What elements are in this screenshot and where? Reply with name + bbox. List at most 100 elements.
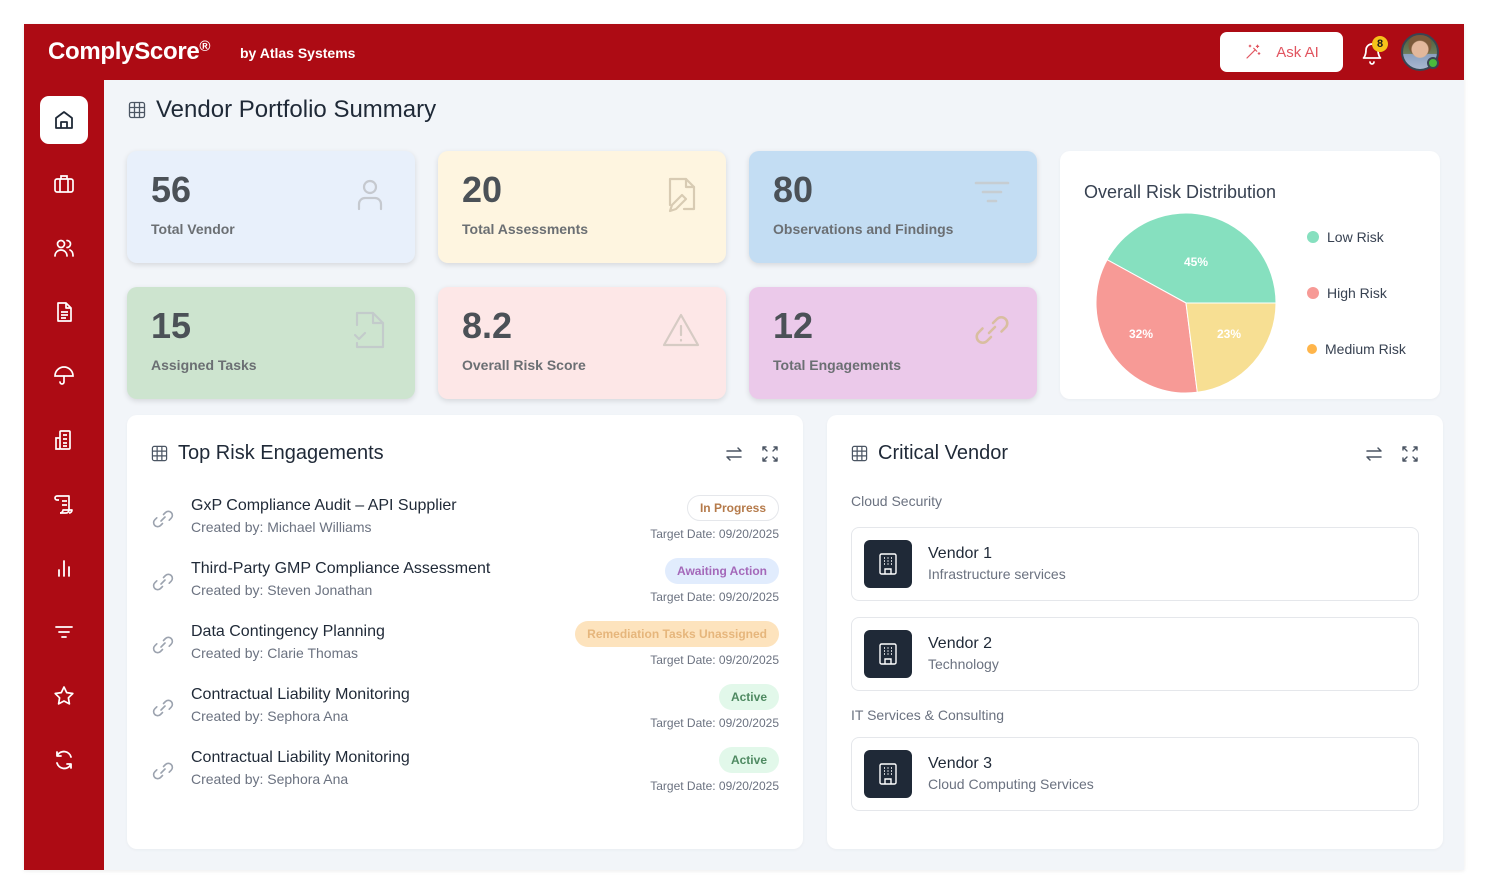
file-check-icon [353, 311, 385, 349]
legend-item-high-risk[interactable]: High Risk [1307, 285, 1387, 301]
user-icon [357, 179, 383, 211]
expand-icon[interactable] [761, 445, 779, 463]
pie-slice-high-risk[interactable] [1096, 259, 1198, 393]
panel-title-text: Critical Vendor [878, 442, 1009, 464]
link-icon [152, 636, 174, 654]
engagement-row[interactable]: Data Contingency Planning Created by: Cl… [151, 621, 779, 671]
sidebar-item-organizations[interactable] [40, 416, 88, 464]
bar-chart-icon [58, 560, 70, 577]
app-window: ComplyScore® by Atlas Systems Ask AI 8 [24, 24, 1464, 870]
panel-title: Critical Vendor [851, 442, 1008, 465]
file-edit-icon [668, 177, 696, 213]
swap-icon[interactable] [725, 445, 743, 463]
umbrella-icon [54, 366, 74, 385]
filter-icon [55, 626, 73, 638]
engagement-row[interactable]: GxP Compliance Audit – API Supplier Crea… [151, 495, 779, 545]
status-badge: In Progress [686, 495, 779, 521]
stat-label: Observations and Findings [773, 221, 954, 237]
stat-value: 8.2 [462, 305, 513, 346]
engagement-title[interactable]: Third-Party GMP Compliance Assessment [191, 560, 491, 577]
brand-name: ComplyScore [48, 38, 200, 65]
engagement-title[interactable]: Data Contingency Planning [191, 623, 385, 640]
grid-icon [128, 101, 146, 119]
legend-label: Low Risk [1327, 229, 1384, 245]
panel-title-text: Top Risk Engagements [178, 442, 384, 464]
link-icon [152, 762, 174, 780]
engagement-creator: Created by: Steven Jonathan [191, 582, 373, 598]
sidebar-nav [24, 80, 104, 870]
vendor-name: Vendor 1 [928, 545, 993, 562]
pie-slice-low-risk[interactable] [1106, 213, 1276, 304]
stat-card-observations[interactable]: 80 Observations and Findings [749, 151, 1037, 263]
top-risk-engagements-panel: Top Risk Engagements GxP Compliance Audi… [127, 415, 803, 849]
stat-card-overall-risk-score[interactable]: 8.2 Overall Risk Score [438, 287, 726, 399]
vendor-avatar [864, 630, 912, 678]
sidebar-item-sync[interactable] [40, 736, 88, 784]
sidebar-item-policies[interactable] [40, 480, 88, 528]
engagement-title[interactable]: Contractual Liability Monitoring [191, 686, 410, 703]
brand-byline: by Atlas Systems [240, 45, 356, 61]
users-icon [54, 239, 74, 257]
magic-wand-icon [1246, 44, 1261, 59]
engagement-row[interactable]: Contractual Liability Monitoring Created… [151, 684, 779, 734]
grid-icon [851, 445, 868, 462]
pie-slice-medium-risk[interactable] [1185, 302, 1276, 393]
vendor-name: Vendor 2 [928, 635, 993, 652]
stat-label: Assigned Tasks [151, 357, 257, 373]
briefcase-icon [54, 175, 74, 193]
legend-dot [1307, 344, 1317, 354]
stat-card-total-engagements[interactable]: 12 Total Engagements [749, 287, 1037, 399]
engagement-row[interactable]: Third-Party GMP Compliance Assessment Cr… [151, 558, 779, 608]
ask-ai-label: Ask AI [1276, 43, 1319, 61]
expand-icon[interactable] [1401, 445, 1419, 463]
sidebar-item-favorites[interactable] [40, 672, 88, 720]
link-icon [152, 699, 174, 717]
sidebar-item-reports[interactable] [40, 544, 88, 592]
vendor-card[interactable]: Vendor 3 Cloud Computing Services [851, 737, 1419, 811]
scroll-icon [54, 495, 73, 514]
building-icon [879, 643, 897, 665]
risk-pie-chart[interactable]: 45% 32% 23% [1096, 213, 1276, 393]
stat-card-assigned-tasks[interactable]: 15 Assigned Tasks [127, 287, 415, 399]
notification-bell-icon[interactable] [1360, 40, 1384, 66]
building-icon [55, 430, 71, 450]
stat-label: Overall Risk Score [462, 357, 586, 373]
legend-item-medium-risk[interactable]: Medium Risk [1307, 341, 1406, 357]
legend-dot [1307, 287, 1319, 299]
vendor-card[interactable]: Vendor 2 Technology [851, 617, 1419, 691]
sidebar-item-risk[interactable] [40, 352, 88, 400]
sidebar-item-users[interactable] [40, 224, 88, 272]
refresh-icon [56, 750, 72, 770]
ask-ai-button[interactable]: Ask AI [1220, 32, 1343, 72]
vendor-category-label: IT Services & Consulting [851, 707, 1005, 723]
sidebar-item-documents[interactable] [40, 288, 88, 336]
legend-label: High Risk [1327, 285, 1387, 301]
page-title: Vendor Portfolio Summary [128, 96, 436, 124]
stat-card-total-vendor[interactable]: 56 Total Vendor [127, 151, 415, 263]
stat-label: Total Assessments [462, 221, 589, 237]
page-title-text: Vendor Portfolio Summary [156, 96, 437, 123]
engagement-row[interactable]: Contractual Liability Monitoring Created… [151, 747, 779, 797]
swap-icon[interactable] [1365, 445, 1383, 463]
user-avatar[interactable] [1401, 33, 1439, 71]
link-icon [975, 316, 1009, 344]
registered-mark: ® [199, 38, 211, 55]
stat-card-total-assessments[interactable]: 20 Total Assessments [438, 151, 726, 263]
vendor-card[interactable]: Vendor 1 Infrastructure services [851, 527, 1419, 601]
vendor-description: Infrastructure services [928, 566, 1066, 582]
panel-actions [1365, 445, 1419, 463]
vendor-avatar [864, 750, 912, 798]
legend-item-low-risk[interactable]: Low Risk [1307, 229, 1384, 245]
sidebar-item-filters[interactable] [40, 608, 88, 656]
target-date: Target Date: 09/20/2025 [650, 653, 779, 667]
engagement-title[interactable]: Contractual Liability Monitoring [191, 749, 410, 766]
engagement-title[interactable]: GxP Compliance Audit – API Supplier [191, 497, 457, 514]
brand-logo[interactable]: ComplyScore® [48, 38, 210, 66]
sidebar-item-home[interactable] [40, 96, 88, 144]
engagement-creator: Created by: Sephora Ana [191, 771, 349, 787]
stat-value: 56 [151, 169, 192, 210]
target-date: Target Date: 09/20/2025 [650, 590, 779, 604]
top-bar: ComplyScore® by Atlas Systems Ask AI 8 [24, 24, 1464, 80]
stat-value: 12 [773, 305, 814, 346]
sidebar-item-vendors[interactable] [40, 160, 88, 208]
